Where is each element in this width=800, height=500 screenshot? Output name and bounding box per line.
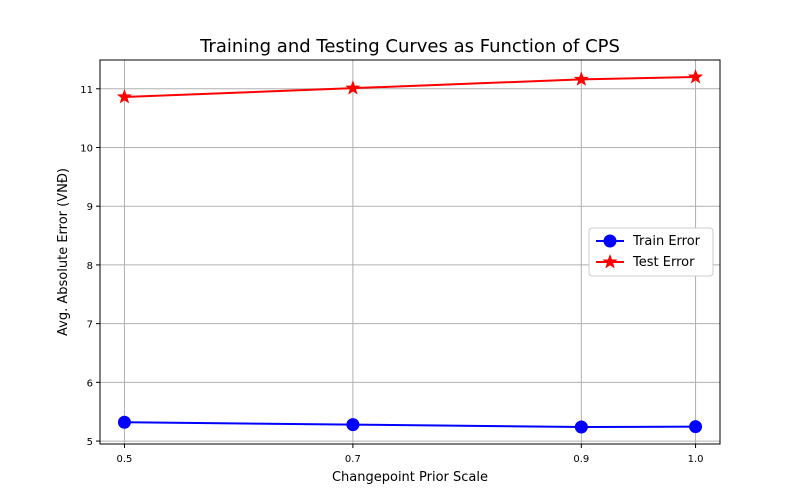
- legend-train-marker: [603, 234, 617, 248]
- ticks-layer: 0.5 0.7 0.9 1.0 5 6 7 8 9 10 11: [80, 85, 703, 465]
- y-axis-label: Avg. Absolute Error (VNĐ): [56, 168, 71, 336]
- x-tick-label: 0.9: [573, 454, 589, 465]
- test-error-point: [687, 69, 704, 84]
- y-tick-label: 11: [80, 85, 93, 96]
- series-line-train: [124, 421, 696, 428]
- y-tick-label: 8: [87, 261, 93, 272]
- legend-test-marker: [602, 254, 618, 269]
- series-layer: [116, 69, 704, 434]
- chart-title: Training and Testing Curves as Function …: [199, 36, 620, 57]
- legend: Train Error Test Error: [588, 227, 714, 277]
- grid-layer: [100, 60, 720, 444]
- x-tick-label: 0.7: [345, 454, 361, 465]
- legend-test-label: Test Error: [632, 255, 695, 270]
- train-error-point: [346, 418, 360, 432]
- train-error-point: [574, 420, 588, 434]
- y-tick-label: 6: [87, 378, 93, 389]
- series-line-test: [124, 76, 696, 98]
- train-error-point: [117, 415, 131, 429]
- train-error-point: [689, 420, 703, 434]
- x-tick-label: 0.5: [116, 454, 132, 465]
- plot-frame: [99, 59, 721, 445]
- legend-train-label: Train Error: [632, 234, 701, 249]
- y-tick-label: 9: [87, 202, 93, 213]
- y-tick-label: 7: [87, 320, 93, 331]
- test-error-point: [116, 89, 133, 104]
- x-axis-label: Changepoint Prior Scale: [332, 470, 488, 485]
- y-tick-label: 10: [80, 143, 93, 154]
- y-tick-label: 5: [87, 437, 93, 448]
- test-error-point: [345, 80, 361, 95]
- x-tick-label: 1.0: [688, 454, 704, 465]
- test-error-point: [573, 71, 589, 86]
